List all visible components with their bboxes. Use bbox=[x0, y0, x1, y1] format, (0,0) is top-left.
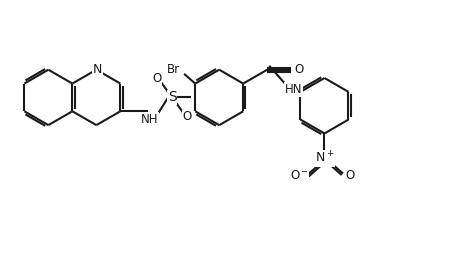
Text: N: N bbox=[93, 63, 102, 76]
Text: N$^+$: N$^+$ bbox=[315, 151, 334, 166]
Text: S: S bbox=[168, 91, 177, 104]
Text: O: O bbox=[294, 63, 303, 76]
Text: O: O bbox=[345, 169, 354, 182]
Text: Br: Br bbox=[167, 63, 180, 76]
Text: O$^-$: O$^-$ bbox=[290, 169, 309, 182]
Text: O: O bbox=[182, 110, 192, 123]
Text: NH: NH bbox=[142, 113, 159, 126]
Text: O: O bbox=[153, 71, 162, 84]
Text: HN: HN bbox=[284, 83, 302, 96]
